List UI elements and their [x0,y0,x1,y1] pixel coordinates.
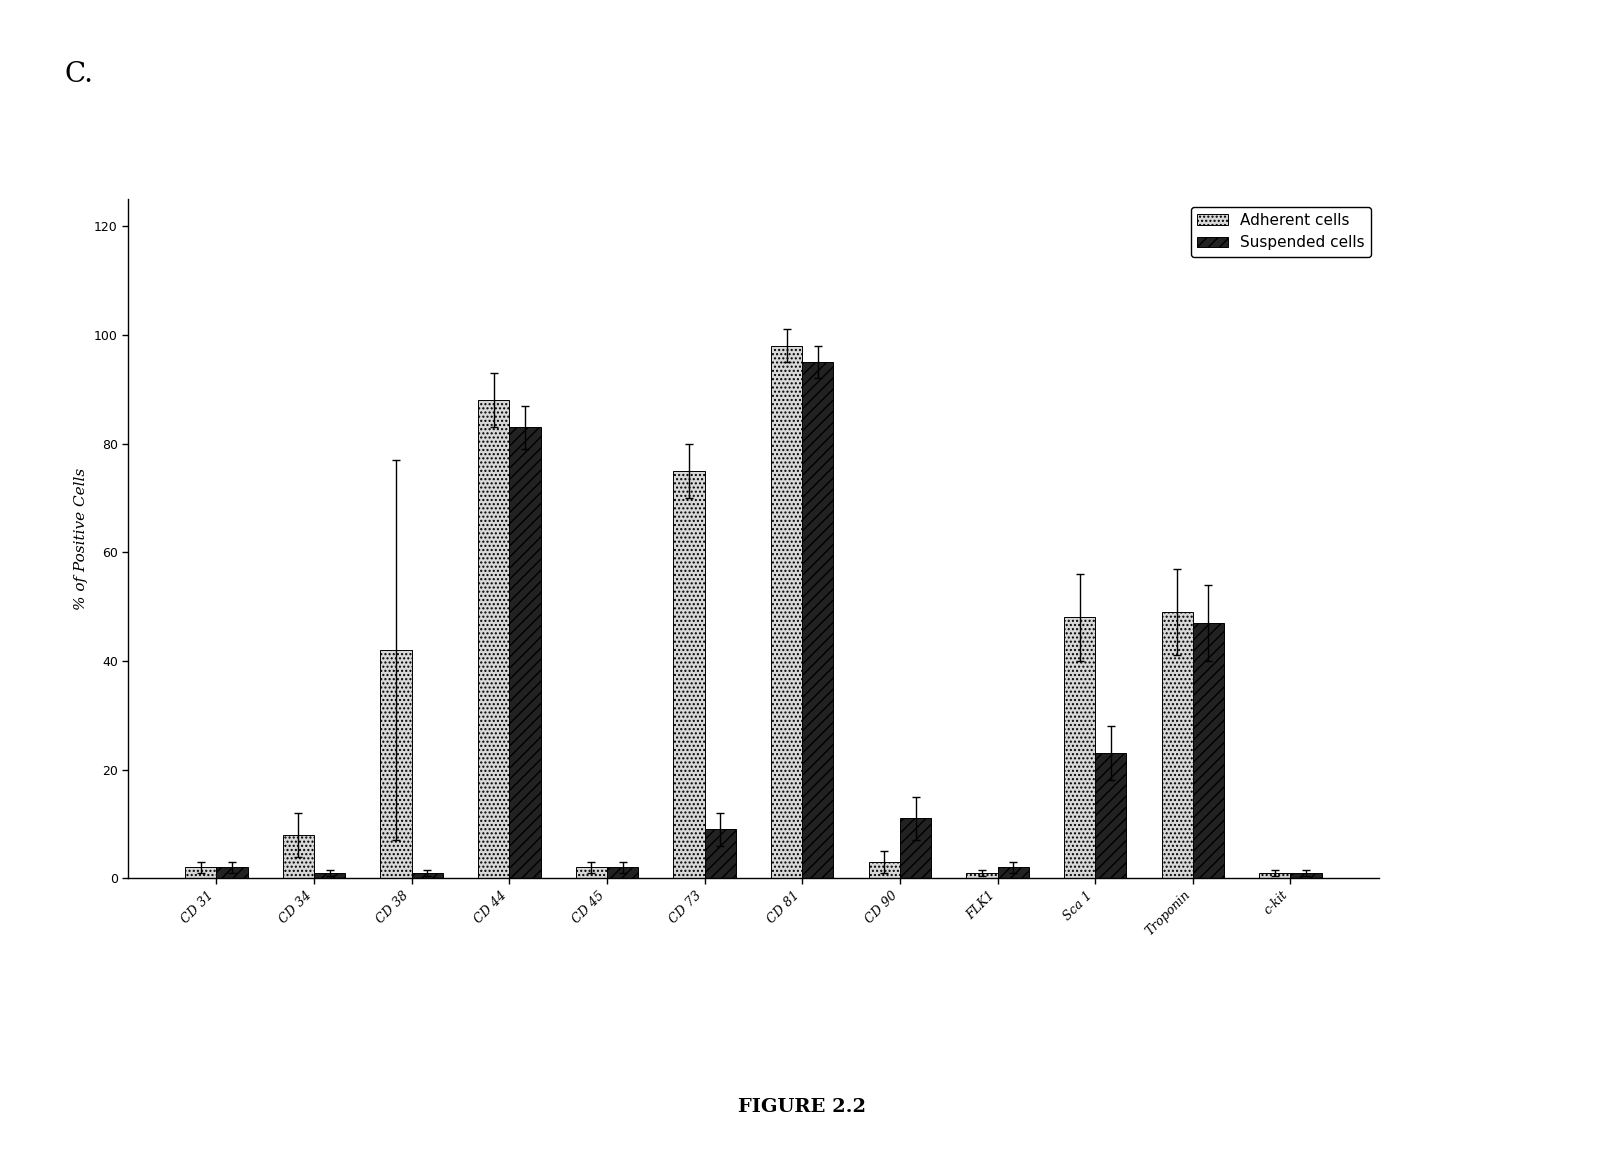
Bar [673,471,705,878]
Bar [575,868,608,878]
Bar [478,400,510,878]
Bar [216,868,247,878]
Bar [608,868,638,878]
Bar [184,868,216,878]
Bar [967,872,997,878]
Bar [1193,623,1225,878]
Bar [997,868,1029,878]
Bar [282,835,314,878]
Text: FIGURE 2.2: FIGURE 2.2 [737,1098,866,1116]
Bar [314,872,345,878]
Bar [802,362,834,878]
Bar [1095,753,1127,878]
Bar [705,829,736,878]
Y-axis label: % of Positive Cells: % of Positive Cells [74,467,88,610]
Bar [380,650,412,878]
Bar [1260,872,1290,878]
Bar [899,819,931,878]
Bar [869,862,899,878]
Text: C.: C. [64,61,93,88]
Bar [412,872,442,878]
Legend: Adherent cells, Suspended cells: Adherent cells, Suspended cells [1191,207,1371,256]
Bar [771,345,802,878]
Bar [510,427,540,878]
Bar [1290,872,1322,878]
Bar [1162,612,1193,878]
Bar [1064,617,1095,878]
